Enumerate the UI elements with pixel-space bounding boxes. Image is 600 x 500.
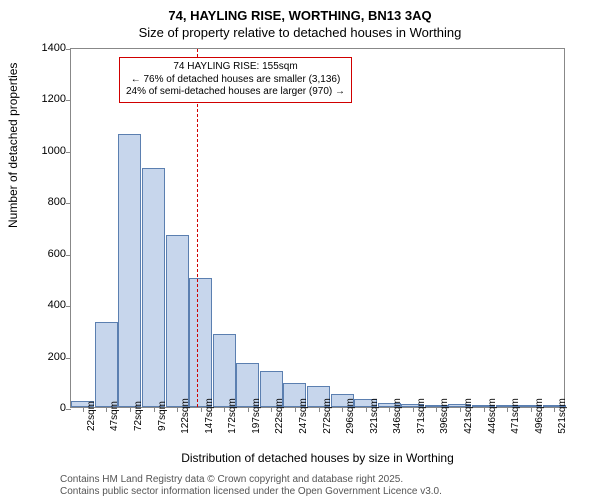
xtick-mark bbox=[83, 407, 84, 412]
ytick-mark bbox=[66, 203, 71, 204]
histogram-bar bbox=[213, 334, 236, 407]
xtick-label: 421sqm bbox=[463, 398, 474, 434]
ytick-mark bbox=[66, 152, 71, 153]
xtick-mark bbox=[154, 407, 155, 412]
ytick-mark bbox=[66, 255, 71, 256]
x-axis-label: Distribution of detached houses by size … bbox=[70, 451, 565, 465]
annotation-line-2: ← 76% of detached houses are smaller (3,… bbox=[126, 74, 345, 87]
annotation-box: 74 HAYLING RISE: 155sqm← 76% of detached… bbox=[119, 57, 352, 103]
ytick-label: 200 bbox=[48, 351, 66, 363]
footer-line-2: Contains public sector information licen… bbox=[60, 486, 442, 498]
ytick-label: 1400 bbox=[42, 42, 66, 54]
ytick-mark bbox=[66, 100, 71, 101]
histogram-bar bbox=[189, 278, 212, 407]
xtick-mark bbox=[366, 407, 367, 412]
xtick-label: 222sqm bbox=[274, 398, 285, 434]
xtick-label: 272sqm bbox=[322, 398, 333, 434]
xtick-mark bbox=[484, 407, 485, 412]
xtick-mark bbox=[531, 407, 532, 412]
ytick-label: 800 bbox=[48, 196, 66, 208]
histogram-bar bbox=[118, 134, 141, 407]
xtick-mark bbox=[248, 407, 249, 412]
xtick-mark bbox=[177, 407, 178, 412]
annotation-line-3: 24% of semi-detached houses are larger (… bbox=[126, 86, 345, 99]
ytick-label: 400 bbox=[48, 299, 66, 311]
xtick-mark bbox=[295, 407, 296, 412]
ytick-mark bbox=[66, 49, 71, 50]
xtick-label: 147sqm bbox=[204, 398, 215, 434]
xtick-label: 172sqm bbox=[227, 398, 238, 434]
footer-line-1: Contains HM Land Registry data © Crown c… bbox=[60, 474, 442, 486]
xtick-mark bbox=[554, 407, 555, 412]
histogram-bar bbox=[142, 168, 165, 407]
xtick-mark bbox=[271, 407, 272, 412]
xtick-label: 521sqm bbox=[557, 398, 568, 434]
xtick-label: 47sqm bbox=[109, 401, 120, 431]
xtick-label: 471sqm bbox=[510, 398, 521, 434]
xtick-label: 346sqm bbox=[392, 398, 403, 434]
xtick-mark bbox=[106, 407, 107, 412]
xtick-mark bbox=[436, 407, 437, 412]
xtick-mark bbox=[319, 407, 320, 412]
chart-plot-area: 74 HAYLING RISE: 155sqm← 76% of detached… bbox=[70, 48, 565, 408]
xtick-mark bbox=[460, 407, 461, 412]
xtick-mark bbox=[389, 407, 390, 412]
xtick-label: 22sqm bbox=[86, 401, 97, 431]
histogram-bar bbox=[95, 322, 118, 407]
chart-title-main: 74, HAYLING RISE, WORTHING, BN13 3AQ bbox=[0, 0, 600, 23]
xtick-mark bbox=[413, 407, 414, 412]
xtick-label: 197sqm bbox=[251, 398, 262, 434]
histogram-bar bbox=[166, 235, 189, 407]
xtick-label: 122sqm bbox=[180, 398, 191, 434]
xtick-mark bbox=[130, 407, 131, 412]
xtick-label: 321sqm bbox=[369, 398, 380, 434]
xtick-label: 396sqm bbox=[439, 398, 450, 434]
xtick-mark bbox=[201, 407, 202, 412]
ytick-mark bbox=[66, 358, 71, 359]
xtick-label: 72sqm bbox=[133, 401, 144, 431]
xtick-label: 97sqm bbox=[157, 401, 168, 431]
chart-footer: Contains HM Land Registry data © Crown c… bbox=[60, 474, 442, 498]
ytick-label: 1000 bbox=[42, 145, 66, 157]
ytick-mark bbox=[66, 306, 71, 307]
xtick-mark bbox=[224, 407, 225, 412]
xtick-label: 371sqm bbox=[416, 398, 427, 434]
ytick-label: 0 bbox=[60, 402, 66, 414]
ytick-mark bbox=[66, 409, 71, 410]
y-axis-label: Number of detached properties bbox=[6, 63, 20, 228]
ytick-label: 600 bbox=[48, 248, 66, 260]
xtick-label: 446sqm bbox=[487, 398, 498, 434]
ytick-label: 1200 bbox=[42, 93, 66, 105]
xtick-label: 296sqm bbox=[345, 398, 356, 434]
reference-line bbox=[197, 49, 198, 407]
xtick-label: 247sqm bbox=[298, 398, 309, 434]
xtick-mark bbox=[507, 407, 508, 412]
xtick-mark bbox=[342, 407, 343, 412]
chart-title-sub: Size of property relative to detached ho… bbox=[0, 23, 600, 40]
xtick-label: 496sqm bbox=[534, 398, 545, 434]
annotation-line-1: 74 HAYLING RISE: 155sqm bbox=[126, 61, 345, 74]
